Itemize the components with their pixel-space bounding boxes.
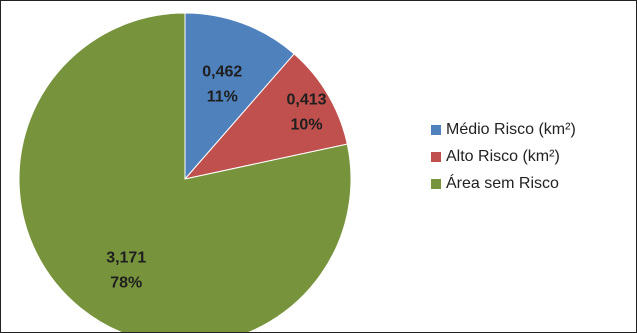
slice-percent-label-medio-risco: 11% <box>207 89 238 106</box>
legend-item-area-sem-risco: Área sem Risco <box>431 173 576 195</box>
legend-swatch-medio-risco <box>431 125 441 135</box>
slice-percent-label-area-sem-risco: 78% <box>110 274 142 291</box>
legend-swatch-alto-risco <box>431 152 441 162</box>
legend-item-medio-risco: Médio Risco (km²) <box>431 119 576 141</box>
slice-value-label-medio-risco: 0,462 <box>202 64 242 81</box>
legend-label-medio-risco: Médio Risco (km²) <box>446 121 576 138</box>
legend-label-area-sem-risco: Área sem Risco <box>446 175 559 192</box>
pie-slice-alto-risco <box>183 53 348 180</box>
slice-value-label-area-sem-risco: 3,171 <box>106 249 146 266</box>
legend-swatch-area-sem-risco <box>431 179 441 189</box>
legend-label-alto-risco: Alto Risco (km²) <box>446 148 560 165</box>
pie-slice-area-sem-risco <box>18 12 352 332</box>
legend-item-alto-risco: Alto Risco (km²) <box>431 146 576 168</box>
slice-value-label-alto-risco: 0,413 <box>287 91 327 108</box>
slice-percent-label-alto-risco: 10% <box>291 116 323 133</box>
pie-slice-medio-risco <box>184 12 295 181</box>
legend: Médio Risco (km²) Alto Risco (km²) Área … <box>431 119 576 200</box>
